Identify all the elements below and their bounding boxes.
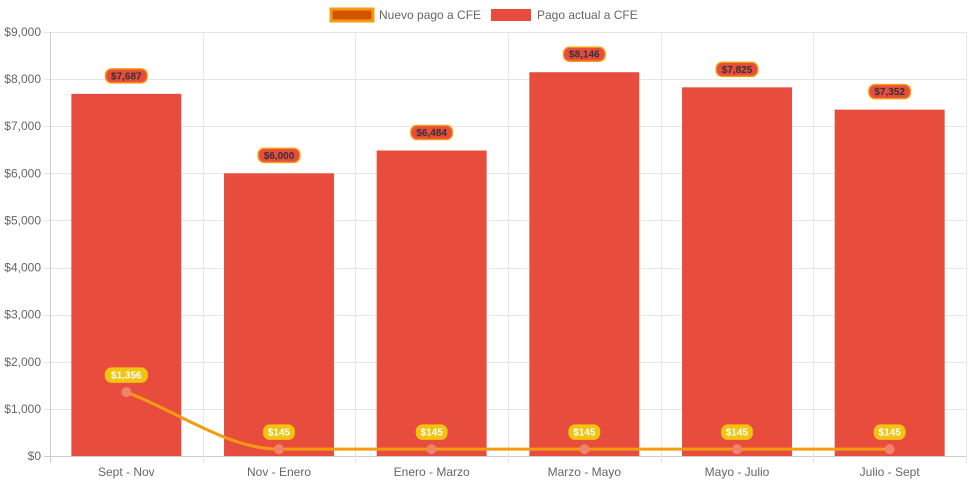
data-label: $145: [879, 428, 902, 439]
y-tick-label: $2,000: [4, 355, 41, 369]
data-label: $145: [573, 428, 596, 439]
line-labels: $1,356 $145 $145 $145 $145 $145: [104, 367, 906, 440]
x-tick-label: Marzo - Mayo: [548, 465, 622, 479]
data-label-bg: [415, 424, 448, 440]
line-point[interactable]: [579, 444, 590, 455]
x-tick-label: Julio - Sept: [860, 465, 921, 479]
data-label-bg: [104, 68, 148, 84]
data-label-bg: [721, 424, 753, 440]
legend-label-nuevo-pago: Nuevo pago a CFE: [379, 8, 481, 22]
y-axis-ticks: $0 $1,000 $2,000 $3,000 $4,000 $5,000 $6,000 $7…: [4, 25, 41, 463]
data-label: $1,356: [111, 371, 142, 382]
x-axis-ticks: Sept - Nov Nov - Enero Enero - Marzo Marzo …: [98, 465, 920, 479]
legend-item-pago-actual[interactable]: Pago actual a CFE: [491, 8, 638, 22]
data-label: $8,146: [569, 50, 600, 61]
bars: [71, 72, 945, 457]
data-label-bg: [868, 83, 912, 100]
y-tick-label: $7,000: [4, 119, 41, 133]
data-label-bg: [263, 424, 295, 440]
data-label-bg: [410, 124, 454, 141]
bar[interactable]: [71, 93, 182, 457]
data-label-bg: [873, 424, 906, 440]
y-tick-label: $5,000: [4, 213, 41, 227]
line-point[interactable]: [426, 444, 437, 455]
series-line-nuevo-pago: [125, 390, 890, 451]
y-tick-label: $0: [28, 449, 42, 463]
data-label: $145: [726, 428, 749, 439]
y-tick-label: $1,000: [4, 402, 41, 416]
y-tick-label: $9,000: [4, 25, 41, 39]
x-tick-label: Sept - Nov: [98, 465, 155, 479]
data-label: $7,352: [874, 87, 905, 98]
bar[interactable]: [682, 87, 792, 456]
y-tick-label: $4,000: [4, 261, 41, 275]
points: [121, 387, 895, 455]
data-label-bg: [568, 424, 601, 440]
data-label: $7,825: [722, 65, 753, 76]
data-label: $6,484: [416, 128, 447, 139]
data-label-bg: [715, 61, 759, 78]
legend-item-nuevo-pago[interactable]: Nuevo pago a CFE: [329, 7, 481, 23]
bar-labels: $7,687 $6,000 $6,484 $8,146 $7,825 $7,352: [104, 46, 912, 164]
data-label: $7,687: [111, 71, 142, 82]
legend-label-pago-actual: Pago actual a CFE: [537, 8, 638, 22]
data-label: $145: [268, 428, 291, 439]
x-tick-label: Nov - Enero: [247, 465, 311, 479]
line-point[interactable]: [732, 444, 742, 455]
x-tick-label: Mayo - Julio: [705, 465, 770, 479]
x-tick-label: Enero - Marzo: [394, 465, 470, 479]
data-label: $6,000: [264, 151, 295, 162]
data-label-bg: [562, 46, 606, 62]
bar[interactable]: [529, 72, 640, 457]
data-label-bg: [257, 147, 301, 164]
grid: [44, 32, 967, 463]
legend[interactable]: Nuevo pago a CFE Pago actual a CFE: [329, 7, 638, 23]
line-point[interactable]: [121, 387, 132, 398]
y-tick-label: $6,000: [4, 166, 41, 180]
bar[interactable]: [376, 150, 487, 456]
y-tick-label: $3,000: [4, 308, 41, 322]
bar[interactable]: [834, 109, 945, 457]
legend-swatch-nuevo-pago: [329, 7, 375, 23]
data-label-bg: [104, 367, 148, 383]
line-point[interactable]: [884, 444, 895, 455]
y-tick-label: $8,000: [4, 72, 41, 86]
line-point[interactable]: [274, 444, 284, 455]
legend-swatch-pago-actual: [491, 9, 531, 21]
line-layer: [125, 390, 890, 451]
data-label: $145: [421, 428, 444, 439]
bar[interactable]: [224, 173, 334, 457]
